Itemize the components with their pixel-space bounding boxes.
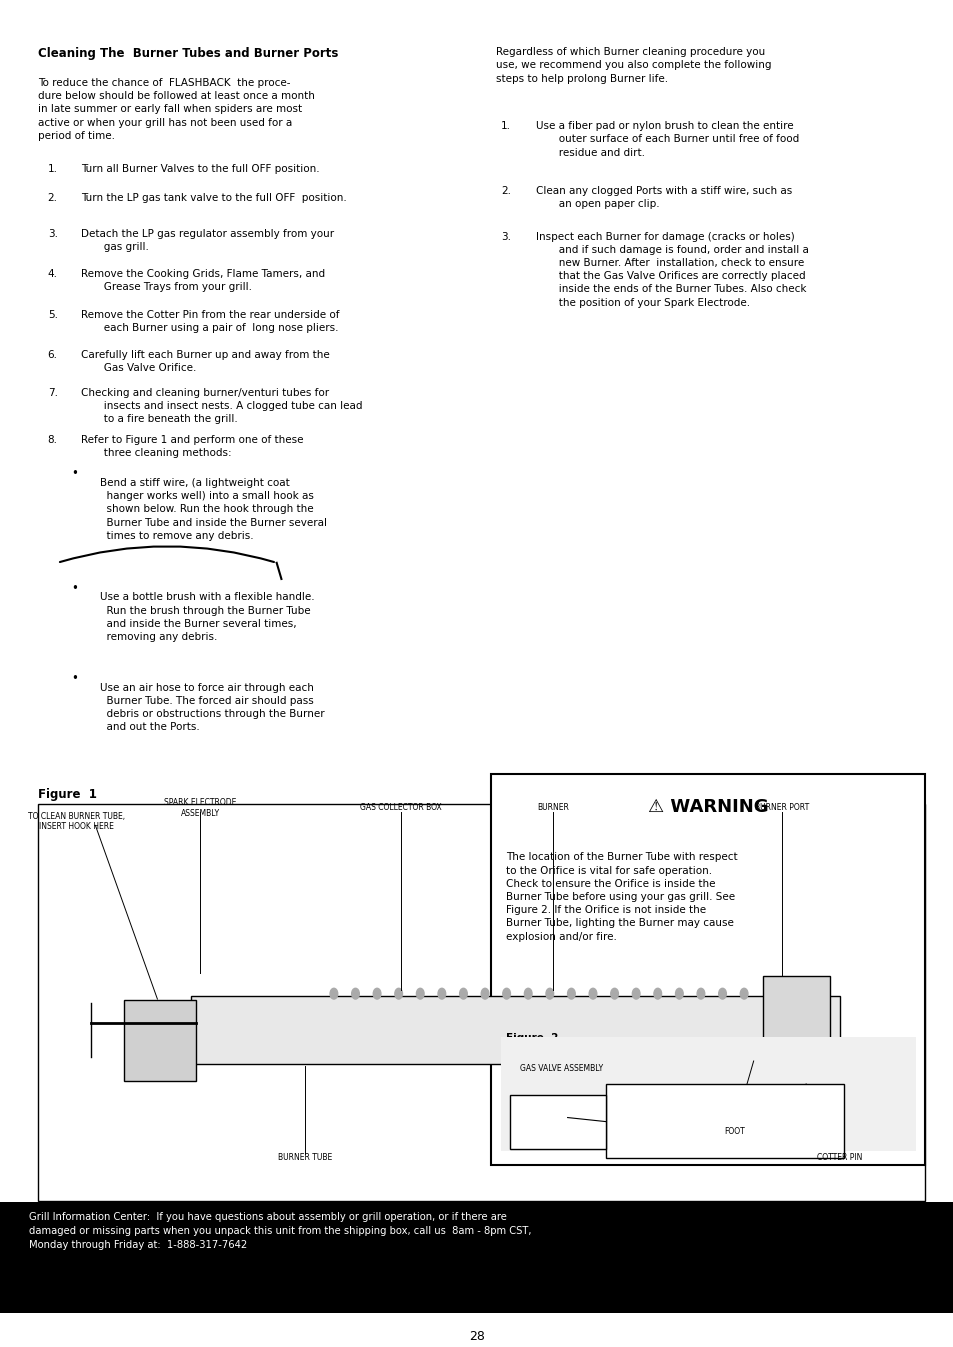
Bar: [500, 1037, 915, 1152]
Text: GAS VALVE ASSEMBLY: GAS VALVE ASSEMBLY: [519, 1064, 602, 1072]
Circle shape: [395, 989, 402, 999]
Circle shape: [718, 989, 725, 999]
Text: Turn all Burner Valves to the full OFF position.: Turn all Burner Valves to the full OFF p…: [81, 164, 319, 174]
Text: Figure  2: Figure 2: [505, 1033, 558, 1043]
Text: BURNER PORT: BURNER PORT: [755, 803, 808, 812]
Text: 1.: 1.: [48, 164, 57, 174]
Text: Use an air hose to force air through each
  Burner Tube. The forced air should p: Use an air hose to force air through eac…: [100, 683, 324, 733]
Circle shape: [524, 989, 532, 999]
Text: Grill Information Center:  If you have questions about assembly or grill operati: Grill Information Center: If you have qu…: [29, 1212, 531, 1250]
Bar: [191, 997, 839, 1064]
Circle shape: [416, 989, 424, 999]
Text: Carefully lift each Burner up and away from the
       Gas Valve Orifice.: Carefully lift each Burner up and away f…: [81, 350, 330, 373]
Text: BURNER TUBE: BURNER TUBE: [662, 1131, 717, 1140]
Text: Remove the Cotter Pin from the rear underside of
       each Burner using a pair: Remove the Cotter Pin from the rear unde…: [81, 310, 339, 333]
Text: Detach the LP gas regulator assembly from your
       gas grill.: Detach the LP gas regulator assembly fro…: [81, 229, 334, 252]
Text: To reduce the chance of  FLASHBACK  the proce-
dure below should be followed at : To reduce the chance of FLASHBACK the pr…: [38, 78, 314, 141]
Text: TO CLEAN BURNER TUBE,
INSERT HOOK HERE: TO CLEAN BURNER TUBE, INSERT HOOK HERE: [28, 812, 125, 831]
Circle shape: [567, 989, 575, 999]
Circle shape: [437, 989, 445, 999]
Text: Turn the LP gas tank valve to the full OFF  position.: Turn the LP gas tank valve to the full O…: [81, 193, 347, 202]
Circle shape: [352, 989, 359, 999]
Text: GAS COLLECTOR BOX: GAS COLLECTOR BOX: [359, 803, 441, 812]
Text: Use a bottle brush with a flexible handle.
  Run the brush through the Burner Tu: Use a bottle brush with a flexible handl…: [100, 593, 314, 643]
Text: Inspect each Burner for damage (cracks or holes)
       and if such damage is fo: Inspect each Burner for damage (cracks o…: [536, 232, 808, 307]
Bar: [124, 1001, 195, 1082]
Bar: [510, 1095, 605, 1149]
Bar: [743, 1080, 767, 1105]
Text: Bend a stiff wire, (a lightweight coat
  hanger works well) into a small hook as: Bend a stiff wire, (a lightweight coat h…: [100, 478, 327, 540]
Circle shape: [480, 989, 488, 999]
Circle shape: [632, 989, 639, 999]
Circle shape: [330, 989, 337, 999]
Circle shape: [740, 989, 747, 999]
Text: 3.: 3.: [48, 229, 57, 238]
Text: COTTER PIN: COTTER PIN: [816, 1153, 862, 1162]
Text: SPARK ELECTRODE
ASSEMBLY: SPARK ELECTRODE ASSEMBLY: [164, 799, 236, 818]
Circle shape: [502, 989, 510, 999]
Text: Remove the Cooking Grids, Flame Tamers, and
       Grease Trays from your grill.: Remove the Cooking Grids, Flame Tamers, …: [81, 269, 325, 292]
Circle shape: [697, 989, 704, 999]
Text: Use a fiber pad or nylon brush to clean the entire
       outer surface of each : Use a fiber pad or nylon brush to clean …: [536, 121, 799, 158]
Text: BURNER: BURNER: [537, 803, 569, 812]
Bar: [762, 977, 829, 1084]
Circle shape: [373, 989, 380, 999]
Text: •: •: [71, 467, 78, 481]
Text: The location of the Burner Tube with respect
to the Orifice is vital for safe op: The location of the Burner Tube with res…: [505, 853, 737, 942]
Text: Regardless of which Burner cleaning procedure you
use, we recommend you also com: Regardless of which Burner cleaning proc…: [496, 47, 771, 84]
Circle shape: [459, 989, 467, 999]
Text: ⚠ WARNING: ⚠ WARNING: [647, 799, 768, 816]
Text: BURNER TUBE: BURNER TUBE: [278, 1153, 332, 1162]
Bar: [0, 1203, 953, 1313]
Text: 7.: 7.: [48, 388, 57, 397]
Text: 28: 28: [469, 1331, 484, 1343]
Text: Clean any clogged Ports with a stiff wire, such as
       an open paper clip.: Clean any clogged Ports with a stiff wir…: [536, 186, 792, 209]
Circle shape: [653, 989, 660, 999]
Text: FOOT: FOOT: [723, 1126, 744, 1136]
Circle shape: [545, 989, 553, 999]
Text: Cleaning The  Burner Tubes and Burner Ports: Cleaning The Burner Tubes and Burner Por…: [38, 47, 338, 61]
Text: 5.: 5.: [48, 310, 57, 319]
Text: 6.: 6.: [48, 350, 57, 360]
Text: 1.: 1.: [500, 121, 510, 131]
Bar: [491, 775, 924, 1165]
Text: •: •: [71, 672, 78, 684]
Circle shape: [589, 989, 597, 999]
Text: 3.: 3.: [500, 232, 510, 241]
Circle shape: [675, 989, 682, 999]
Bar: [38, 804, 924, 1202]
Text: Figure  1: Figure 1: [38, 788, 97, 800]
Bar: [605, 1084, 843, 1158]
Text: •: •: [71, 582, 78, 594]
Text: ORIFICE: ORIFICE: [529, 1131, 559, 1140]
Text: 2.: 2.: [48, 193, 57, 202]
Circle shape: [610, 989, 618, 999]
Text: Checking and cleaning burner/venturi tubes for
       insects and insect nests. : Checking and cleaning burner/venturi tub…: [81, 388, 362, 424]
Text: 8.: 8.: [48, 435, 57, 445]
Text: 4.: 4.: [48, 269, 57, 279]
Text: 2.: 2.: [500, 186, 510, 195]
Text: Refer to Figure 1 and perform one of these
       three cleaning methods:: Refer to Figure 1 and perform one of the…: [81, 435, 303, 458]
